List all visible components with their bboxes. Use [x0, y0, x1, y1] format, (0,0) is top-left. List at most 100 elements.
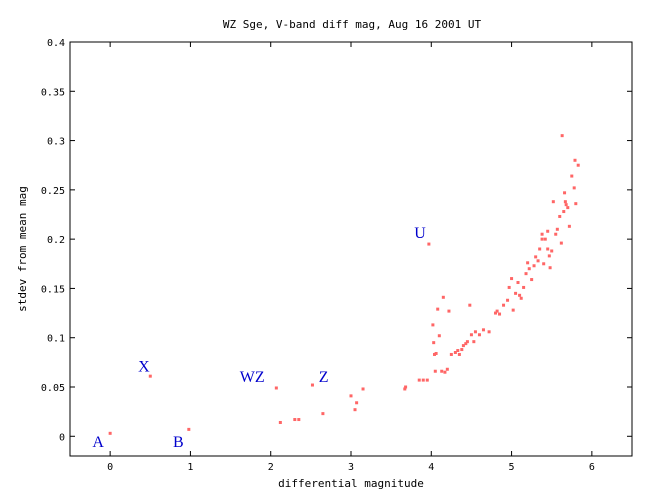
- data-point: [432, 352, 436, 356]
- data-point: [297, 418, 301, 422]
- data-point: [564, 203, 568, 207]
- data-point: [148, 374, 152, 378]
- data-point: [540, 237, 544, 241]
- y-tick-label: 0.05: [41, 383, 65, 394]
- data-point: [560, 134, 564, 138]
- data-point: [567, 224, 571, 228]
- data-point: [547, 254, 551, 258]
- y-tick-label: 0.4: [47, 38, 65, 49]
- y-tick-label: 0.15: [41, 284, 65, 295]
- data-point: [427, 242, 431, 246]
- data-point: [536, 259, 540, 263]
- y-axis-label: stdev from mean mag: [16, 186, 29, 312]
- data-point: [548, 266, 552, 270]
- data-point: [576, 163, 580, 167]
- data-point: [433, 369, 437, 373]
- data-point: [473, 330, 477, 334]
- data-point: [495, 309, 499, 313]
- data-point: [566, 206, 570, 210]
- data-point: [538, 247, 542, 251]
- data-point: [456, 349, 460, 353]
- star-label: WZ: [240, 369, 265, 386]
- data-point: [460, 348, 464, 352]
- data-point: [511, 308, 515, 312]
- data-points: [108, 134, 580, 435]
- data-point: [502, 303, 506, 307]
- data-point: [519, 296, 523, 300]
- data-point: [494, 311, 498, 315]
- data-point: [437, 334, 441, 338]
- y-tick-label: 0.35: [41, 87, 65, 98]
- data-point: [108, 431, 112, 435]
- data-point: [530, 278, 534, 282]
- data-point: [355, 401, 359, 405]
- data-point: [310, 383, 314, 387]
- star-label: U: [414, 225, 426, 242]
- data-point: [404, 385, 408, 389]
- data-point: [353, 408, 357, 412]
- data-point: [465, 340, 469, 344]
- data-point: [498, 312, 502, 316]
- data-point: [516, 281, 520, 285]
- data-point: [447, 309, 451, 313]
- data-point: [472, 340, 476, 344]
- star-label: X: [138, 358, 150, 375]
- data-point: [487, 330, 491, 334]
- y-tick-label: 0: [59, 432, 65, 443]
- data-point: [507, 285, 511, 289]
- data-point: [477, 333, 481, 337]
- x-tick-label: 0: [107, 462, 113, 473]
- data-point: [449, 352, 453, 356]
- x-tick-label: 6: [589, 462, 595, 473]
- data-point: [432, 341, 436, 345]
- data-point: [522, 285, 526, 289]
- data-point: [532, 264, 536, 268]
- star-label: Z: [319, 369, 329, 386]
- data-point: [550, 249, 554, 253]
- data-point: [563, 200, 567, 204]
- data-point: [559, 241, 563, 245]
- data-point: [468, 303, 472, 307]
- data-point: [558, 214, 562, 218]
- data-point: [431, 323, 435, 327]
- data-point: [554, 232, 558, 236]
- data-point: [572, 186, 576, 190]
- data-point: [551, 200, 555, 204]
- data-point: [421, 378, 425, 382]
- data-point: [440, 369, 444, 373]
- data-point: [542, 262, 546, 266]
- data-point: [445, 367, 449, 371]
- x-tick-label: 4: [428, 462, 434, 473]
- chart-title: WZ Sge, V-band diff mag, Aug 16 2001 UT: [223, 18, 482, 31]
- data-point: [443, 370, 447, 374]
- data-point: [574, 202, 578, 206]
- data-point: [506, 298, 510, 302]
- data-point: [526, 261, 530, 265]
- y-tick-label: 0.3: [47, 137, 65, 148]
- data-point: [274, 386, 278, 390]
- data-point: [293, 418, 297, 422]
- x-tick-label: 5: [509, 462, 515, 473]
- star-label: A: [92, 434, 104, 451]
- data-point: [453, 351, 457, 354]
- data-point: [514, 291, 518, 295]
- y-tick-label: 0.2: [47, 235, 65, 246]
- data-point: [518, 293, 522, 297]
- y-tick-label: 0.1: [47, 334, 65, 345]
- data-point: [562, 210, 566, 214]
- data-point: [563, 191, 567, 195]
- data-point: [527, 267, 531, 271]
- data-point: [436, 307, 440, 311]
- x-axis: 0 1 2 3 4 5 6: [107, 42, 595, 473]
- data-point: [417, 378, 421, 382]
- data-point: [425, 378, 429, 382]
- data-point: [540, 232, 544, 236]
- data-point: [469, 333, 473, 337]
- data-point: [349, 394, 353, 398]
- data-point: [573, 158, 577, 162]
- data-point: [555, 227, 559, 231]
- data-point: [361, 387, 365, 391]
- x-tick-label: 2: [268, 462, 274, 473]
